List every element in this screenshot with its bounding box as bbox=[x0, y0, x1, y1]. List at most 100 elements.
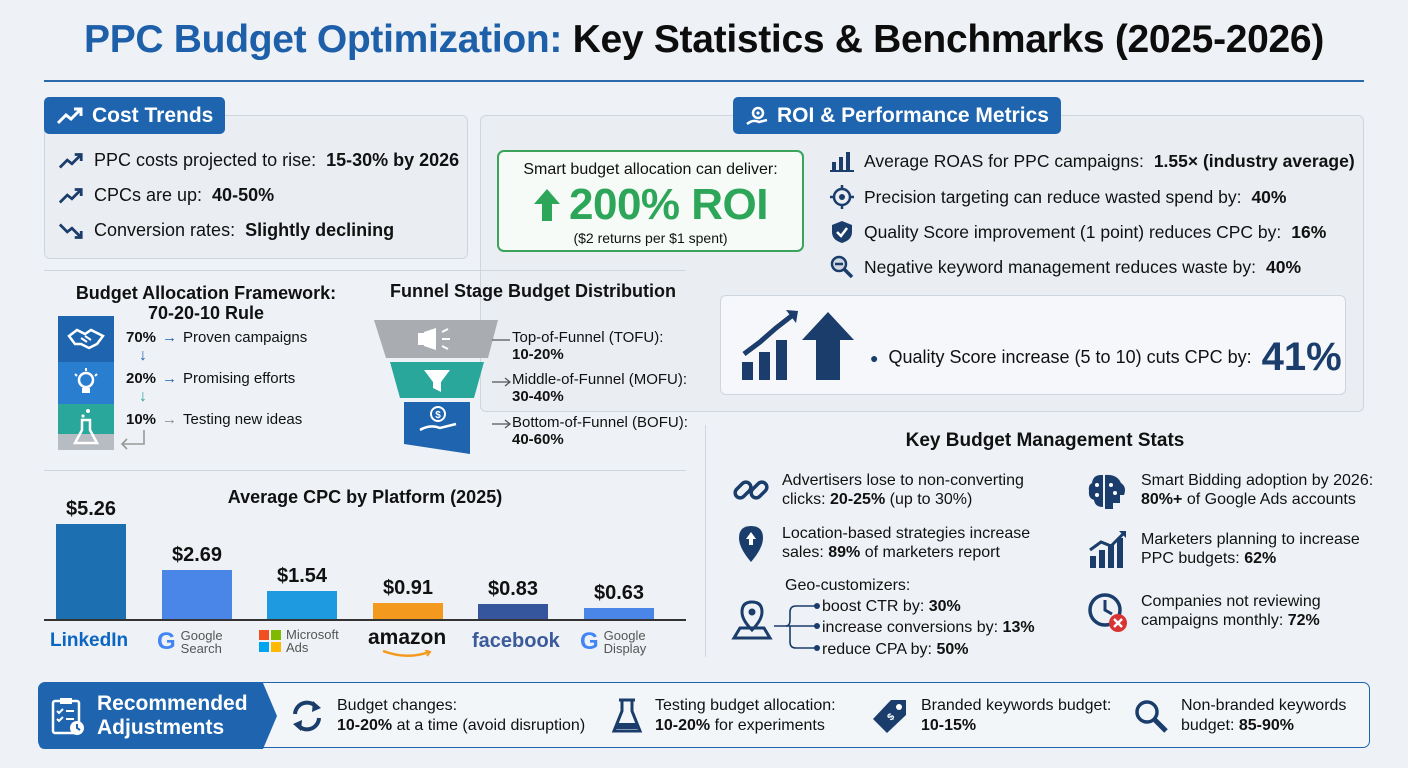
bar-chart-icon bbox=[830, 152, 854, 172]
bar-value-label: $5.26 bbox=[65, 498, 117, 520]
clock-x-icon bbox=[1088, 593, 1127, 632]
tier-row-10: 10% → Testing new ideas bbox=[126, 411, 303, 428]
geo-item-3: reduce CPA by: 50% bbox=[822, 641, 969, 658]
trend-up-icon bbox=[58, 152, 83, 168]
return-arrow bbox=[120, 430, 145, 450]
bar-1 bbox=[56, 524, 126, 619]
growth-arrow-icon bbox=[742, 310, 854, 380]
bar-value-label: $1.54 bbox=[276, 565, 328, 587]
key-stats-title: Key Budget Management Stats bbox=[905, 430, 1185, 451]
funnel-stage-mofu: Middle-of-Funnel (MOFU): 30-40% bbox=[512, 371, 688, 405]
google-search-logo: G Google Search bbox=[157, 628, 223, 656]
tier-row-20: 20% → Promising efforts bbox=[126, 370, 296, 387]
funnel-title: Funnel Stage Budget Distribution bbox=[390, 281, 676, 301]
geo-branches bbox=[774, 603, 820, 651]
filter-icon bbox=[424, 370, 450, 392]
cost-trend-item-2: CPCs are up: 40-50% bbox=[58, 185, 274, 206]
key-stat-left-1: Advertisers lose to non-converting clicks… bbox=[732, 471, 1024, 509]
arrow-up-icon bbox=[534, 189, 560, 221]
recommended-item-2: Testing budget allocation: 10-20% for exp… bbox=[611, 683, 836, 749]
roi-callout: Smart budget allocation can deliver: 200… bbox=[497, 150, 804, 252]
google-display-logo: G Google Display bbox=[580, 628, 647, 656]
cost-trends-panel bbox=[44, 115, 468, 259]
cost-trend-item-3: Conversion rates: Slightly declining bbox=[58, 220, 394, 241]
recommended-item-4: Non-branded keywords budget: 85-90% bbox=[1133, 683, 1346, 749]
flask-icon bbox=[611, 698, 643, 733]
facebook-logo: facebook bbox=[472, 630, 560, 652]
key-stat-left-2: Location-based strategies increase sales:… bbox=[732, 524, 1030, 564]
chart-title: Average CPC by Platform (2025) bbox=[227, 487, 503, 507]
lightbulb-icon bbox=[74, 368, 98, 393]
target-icon bbox=[830, 185, 854, 209]
trend-up-icon bbox=[58, 187, 83, 203]
tier-row-70: 70% → Proven campaigns bbox=[126, 329, 308, 346]
roi-value: 200% ROI bbox=[569, 180, 768, 229]
amazon-smile-icon bbox=[382, 650, 432, 657]
recommended-panel: Recommended Adjustments Budget changes: 10… bbox=[38, 682, 1370, 749]
checklist-icon bbox=[51, 698, 84, 735]
handshake-icon bbox=[67, 328, 105, 350]
key-stat-right-3: Companies not reviewing campaigns monthly… bbox=[1087, 592, 1321, 634]
bar-3 bbox=[267, 591, 337, 619]
bar-value-label: $0.91 bbox=[382, 577, 434, 599]
cost-trend-item-1: PPC costs projected to rise: 15-30% by 20… bbox=[58, 150, 459, 171]
linkedin-logo: LinkedIn bbox=[50, 630, 129, 651]
gear-hand-icon bbox=[745, 104, 769, 128]
tier-block-70 bbox=[58, 316, 114, 362]
allocation-stack bbox=[58, 316, 114, 450]
flask-icon bbox=[72, 409, 100, 445]
key-stat-right-1: Smart Bidding adoption by 2026: 80%+ of G… bbox=[1087, 471, 1373, 511]
bar-value-label: $0.83 bbox=[487, 578, 539, 600]
roi-item-1: Average ROAS for PPC campaigns: 1.55× (in… bbox=[830, 150, 1355, 172]
roi-item-4: Negative keyword management reduces wast… bbox=[830, 255, 1301, 279]
map-pin-icon bbox=[731, 600, 773, 640]
bar-5 bbox=[478, 604, 548, 619]
page-title: PPC Budget Optimization: Key Statistics … bbox=[83, 18, 1325, 61]
google-g-icon: G bbox=[157, 628, 176, 655]
bar-6 bbox=[584, 608, 654, 619]
location-pin-icon bbox=[739, 526, 763, 562]
trend-down-icon bbox=[58, 223, 83, 239]
divider bbox=[44, 470, 686, 471]
recommended-item-1: Budget changes: 10-20% at a time (avoid d… bbox=[289, 683, 585, 749]
funnel-stage-bofu: Bottom-of-Funnel (BOFU): 40-60% bbox=[512, 414, 688, 448]
bar-2 bbox=[162, 570, 232, 619]
tier-arrow: ↓ bbox=[139, 388, 147, 405]
refresh-icon bbox=[293, 700, 321, 732]
geo-heading: Geo-customizers: bbox=[785, 577, 911, 594]
divider bbox=[705, 425, 706, 657]
microsoft-ads-logo: Microsoft Ads bbox=[259, 628, 339, 654]
funnel-graphic: $ bbox=[374, 320, 498, 454]
megaphone-icon bbox=[418, 328, 450, 350]
brain-icon bbox=[1088, 474, 1125, 509]
roi-item-3: Quality Score improvement (1 point) redu… bbox=[830, 220, 1326, 244]
recommended-item-3: $ Branded keywords budget: 10-15% bbox=[871, 683, 1111, 749]
quality-score-stat: ● Quality Score increase (5 to 10) cuts … bbox=[870, 335, 1342, 379]
allocation-title: Budget Allocation Framework: 70-20-10 Ru… bbox=[75, 283, 337, 323]
key-stat-right-2: Marketers planning to increase PPC budget… bbox=[1087, 530, 1360, 570]
divider bbox=[44, 270, 686, 271]
funnel-connectors bbox=[492, 339, 512, 429]
search-minus-icon bbox=[830, 255, 854, 279]
title-divider bbox=[44, 80, 1364, 82]
tier-arrow: ↓ bbox=[139, 347, 147, 364]
trend-up-icon bbox=[56, 106, 84, 126]
tag-icon: $ bbox=[873, 700, 906, 733]
google-g-icon: G bbox=[580, 628, 599, 655]
geo-item-2: increase conversions by: 13% bbox=[822, 619, 1035, 636]
amazon-logo: amazon bbox=[368, 626, 446, 658]
quality-score-value: 41% bbox=[1261, 335, 1342, 379]
money-hand-icon: $ bbox=[419, 406, 457, 432]
bar-value-label: $0.63 bbox=[593, 582, 645, 604]
broken-link-icon bbox=[733, 480, 769, 500]
microsoft-icon bbox=[259, 630, 281, 652]
growth-chart-icon bbox=[1089, 530, 1127, 568]
recommended-heading: Recommended Adjustments bbox=[39, 683, 263, 749]
bar-value-label: $2.69 bbox=[171, 544, 223, 566]
shield-check-icon bbox=[832, 221, 852, 243]
bar-4 bbox=[373, 603, 443, 619]
search-icon bbox=[1135, 700, 1168, 733]
chart-baseline bbox=[44, 619, 686, 621]
tier-block-20 bbox=[58, 362, 114, 404]
cost-trends-heading: Cost Trends bbox=[44, 97, 226, 134]
